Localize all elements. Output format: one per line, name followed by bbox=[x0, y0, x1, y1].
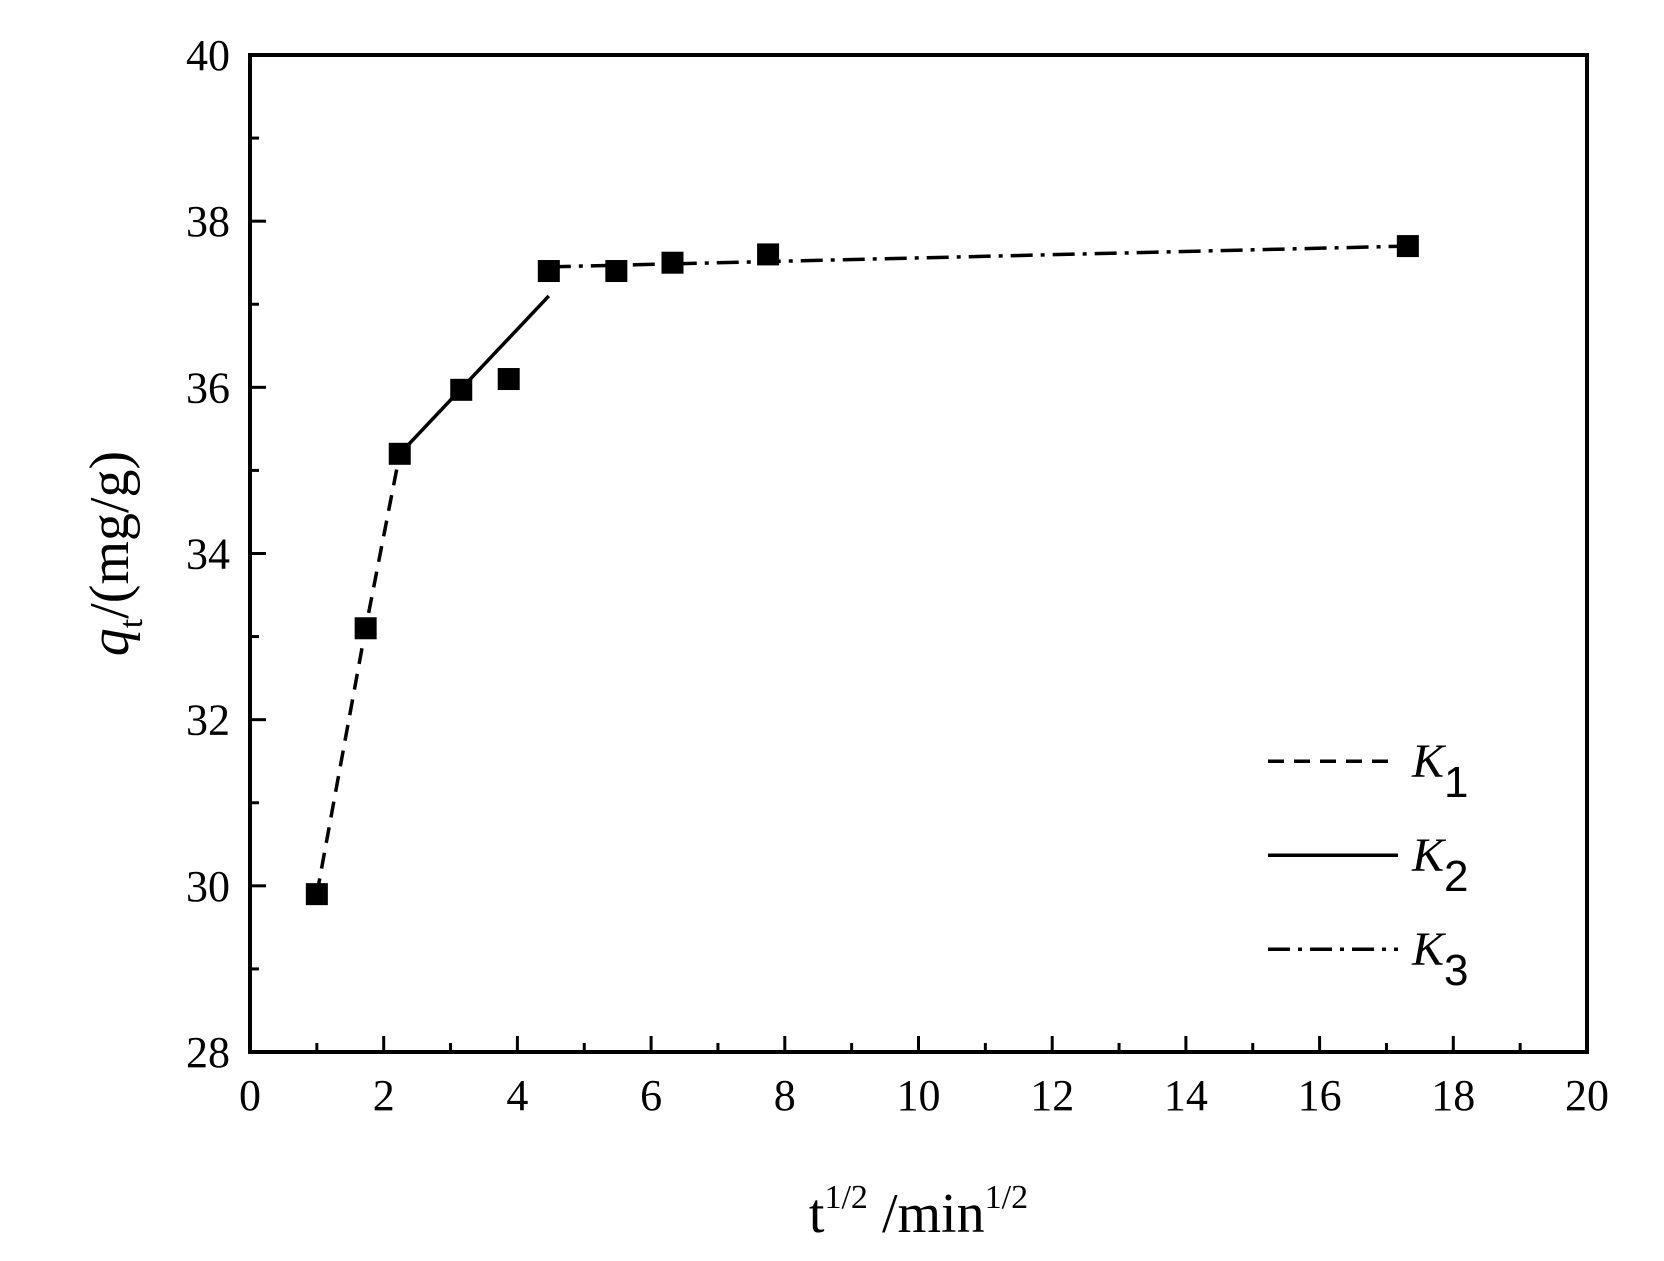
y-tick-label: 34 bbox=[186, 530, 230, 579]
x-tick-label: 10 bbox=[897, 1071, 941, 1120]
y-tick-label: 28 bbox=[186, 1028, 230, 1077]
y-tick-label: 32 bbox=[186, 696, 230, 745]
y-tick-label: 40 bbox=[186, 31, 230, 80]
data-point bbox=[537, 260, 560, 283]
data-points bbox=[305, 235, 1419, 906]
legend: K1 K2 K3 bbox=[1268, 735, 1469, 995]
data-point bbox=[661, 251, 684, 274]
data-point bbox=[388, 442, 411, 465]
plot-frame bbox=[248, 53, 1589, 1054]
x-tick-label: 12 bbox=[1030, 1071, 1074, 1120]
data-point bbox=[605, 260, 628, 283]
x-tick-label: 8 bbox=[774, 1071, 796, 1120]
data-point bbox=[354, 617, 377, 640]
fit-line-K1 bbox=[315, 453, 402, 895]
fit-line-K2 bbox=[398, 294, 551, 456]
data-point bbox=[1396, 235, 1419, 258]
y-tick-label: 30 bbox=[186, 862, 230, 911]
legend-label-K1: K1 bbox=[1411, 735, 1469, 807]
x-tick-label: 14 bbox=[1164, 1071, 1208, 1120]
y-axis-title: qt/(mg/g) bbox=[79, 451, 150, 656]
data-point bbox=[450, 378, 473, 401]
y-tick-label: 36 bbox=[186, 363, 230, 412]
legend-label-K2: K2 bbox=[1411, 829, 1469, 901]
legend-label-K3: K3 bbox=[1411, 923, 1469, 995]
ticks: 0 2 4 6 8 10 12 14 16 18 20 28 30 32 34 36 38 40 bbox=[186, 31, 1609, 1120]
data-point bbox=[305, 883, 328, 906]
x-tick-label: 18 bbox=[1431, 1071, 1475, 1120]
fit-lines bbox=[315, 244, 1408, 895]
fit-line-K3 bbox=[548, 244, 1408, 269]
x-tick-label: 2 bbox=[373, 1071, 395, 1120]
x-axis-title: t1/2 /min1/2 bbox=[809, 1179, 1028, 1245]
x-tick-label: 20 bbox=[1565, 1071, 1609, 1120]
x-tick-label: 6 bbox=[640, 1071, 662, 1120]
x-tick-label: 4 bbox=[506, 1071, 528, 1120]
y-tick-label: 38 bbox=[186, 197, 230, 246]
x-tick-label: 0 bbox=[239, 1071, 261, 1120]
data-point bbox=[497, 368, 520, 391]
data-point bbox=[757, 243, 780, 266]
x-tick-label: 16 bbox=[1298, 1071, 1342, 1120]
